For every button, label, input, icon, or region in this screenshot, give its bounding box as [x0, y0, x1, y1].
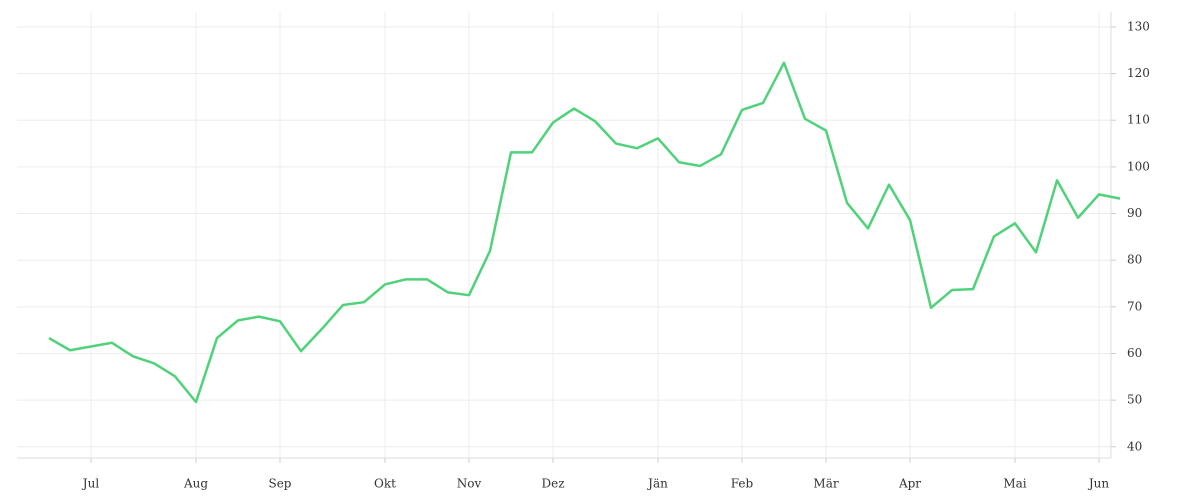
x-tick-label: Mär — [813, 477, 838, 491]
y-tick-label: 130 — [1127, 19, 1150, 33]
x-tick-label: Dez — [541, 477, 564, 491]
x-tick-label: Aug — [183, 477, 208, 491]
y-tick-label: 110 — [1127, 113, 1150, 127]
x-tick-label: Jul — [81, 477, 100, 491]
x-tick-label: Mai — [1003, 477, 1026, 491]
x-tick-label: Feb — [731, 477, 754, 491]
x-tick-label: Sep — [268, 477, 291, 491]
y-tick-label: 100 — [1127, 159, 1150, 173]
y-tick-label: 70 — [1127, 299, 1142, 313]
y-tick-label: 120 — [1127, 66, 1150, 80]
x-tick-label: Okt — [374, 477, 396, 491]
y-tick-label: 90 — [1127, 206, 1142, 220]
data-line — [48, 61, 1121, 404]
y-tick-label: 60 — [1127, 346, 1142, 360]
y-tick-label: 80 — [1127, 253, 1142, 267]
y-tick-label: 50 — [1127, 393, 1142, 407]
x-tick-label: Jun — [1087, 477, 1110, 491]
x-tick-label: Apr — [898, 477, 921, 491]
y-tick-label: 40 — [1127, 439, 1142, 453]
x-tick-label: Nov — [457, 477, 482, 491]
x-tick-label: Jän — [646, 477, 668, 491]
